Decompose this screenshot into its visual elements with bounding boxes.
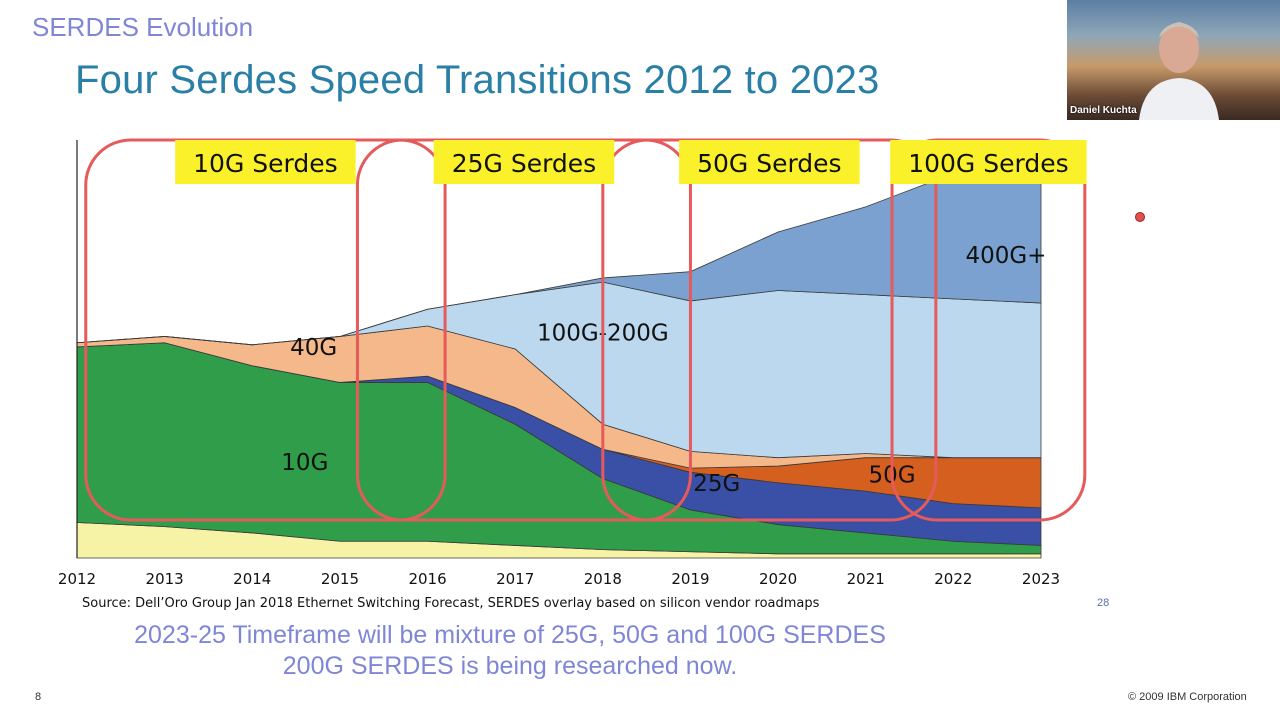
serdes-era-label: 25G Serdes: [433, 140, 615, 184]
band-label: 10G: [281, 450, 328, 476]
serdes-era-label-text: 25G Serdes: [452, 149, 597, 178]
x-tick-label: 2020: [759, 570, 797, 588]
source-note: Source: Dell’Oro Group Jan 2018 Ethernet…: [82, 596, 820, 611]
note-line-2: 200G SERDES is being researched now.: [282, 652, 738, 680]
serdes-era-label: 100G Serdes: [890, 140, 1087, 184]
x-tick-label: 2023: [1022, 570, 1060, 588]
band-label: 400G+: [965, 243, 1046, 269]
section-title: SERDES Evolution: [32, 12, 254, 42]
stacked-area-chart: 2012 2013 2014 2015 2016 2017 2018 2019 2020 2021…: [58, 138, 1087, 588]
laser-pointer-icon: [1135, 212, 1145, 222]
serdes-era-label-background: [890, 140, 1087, 184]
x-tick-label: 2017: [496, 570, 534, 588]
serdes-era-label-background: [433, 140, 615, 184]
band-label: 40G: [290, 335, 337, 361]
x-tick-label: 2013: [146, 570, 184, 588]
note-line-1: 2023-25 Timeframe will be mixture of 25G…: [134, 621, 886, 649]
page-reference: 28: [1097, 597, 1110, 609]
slide-number: 8: [35, 691, 42, 703]
serdes-era-label-background: [679, 140, 860, 184]
participant-name: Daniel Kuchta: [1070, 105, 1137, 116]
footnote-text: 2023-25 Timeframe will be mixture of 25G…: [0, 620, 1020, 682]
serdes-era-overlays: 10G Serdes 25G Serdes 50G Serdes 100G Serde…: [84, 138, 1087, 522]
slide-title: Four Serdes Speed Transitions 2012 to 20…: [75, 58, 880, 102]
x-tick-label: 2012: [58, 570, 96, 588]
serdes-era-label-text: 100G Serdes: [908, 149, 1068, 178]
serdes-era-label: 10G Serdes: [175, 140, 356, 184]
x-tick-label: 2021: [847, 570, 885, 588]
participant-video-tile[interactable]: Daniel Kuchta: [1067, 0, 1280, 120]
serdes-era-label-text: 50G Serdes: [697, 149, 842, 178]
serdes-era-label-text: 10G Serdes: [193, 149, 338, 178]
participant-avatar-icon: [1139, 22, 1219, 120]
x-axis-ticks: 2012 2013 2014 2015 2016 2017 2018 2019 2020 2021…: [58, 570, 1060, 588]
copyright: © 2009 IBM Corporation: [1128, 691, 1247, 703]
serdes-era-label: 50G Serdes: [679, 140, 860, 184]
area-series-400g-: [76, 139, 1042, 346]
x-tick-label: 2019: [671, 570, 709, 588]
area-layer: [76, 139, 1042, 559]
x-tick-label: 2022: [934, 570, 972, 588]
serdes-era-label-background: [175, 140, 356, 184]
x-tick-label: 2016: [408, 570, 446, 588]
x-tick-label: 2015: [321, 570, 359, 588]
x-tick-label: 2018: [584, 570, 622, 588]
band-label: 25G: [693, 471, 740, 497]
x-tick-label: 2014: [233, 570, 271, 588]
